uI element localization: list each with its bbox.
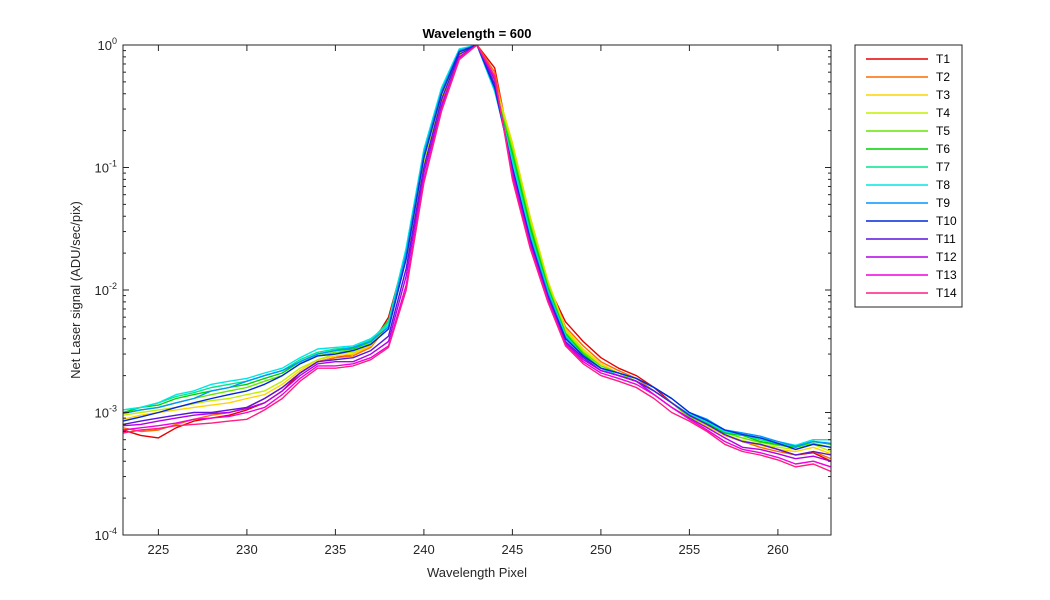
legend-entry-t14: T14 bbox=[866, 286, 957, 300]
series-line-t6 bbox=[123, 45, 831, 448]
legend-label: T14 bbox=[936, 286, 957, 300]
legend-label: T11 bbox=[936, 232, 956, 246]
legend-entry-t4: T4 bbox=[866, 106, 950, 120]
legend: T1 T2 T3 T4 T5 T6 T7 T8 T9 T10 T11 T12 T13 T14 bbox=[854, 44, 963, 308]
y-tick-label: 10-1 bbox=[95, 159, 117, 176]
ticks-layer: 225 230 235 240 245 250 255 260 10-4 10-3 10-2 10-1… bbox=[95, 36, 831, 557]
series-line-t8 bbox=[123, 45, 831, 446]
x-tick-label: 225 bbox=[148, 542, 170, 557]
y-tick-label: 100 bbox=[98, 36, 117, 53]
legend-entry-t2: T2 bbox=[866, 70, 950, 84]
chart-title: Wavelength = 600 bbox=[423, 26, 532, 41]
x-tick-label: 250 bbox=[590, 542, 612, 557]
y-tick-label: 10-3 bbox=[95, 404, 117, 421]
legend-entry-t6: T6 bbox=[866, 142, 950, 156]
legend-box bbox=[854, 44, 963, 308]
legend-entry-t12: T12 bbox=[866, 250, 957, 264]
legend-label: T4 bbox=[936, 106, 950, 120]
legend-label: T3 bbox=[936, 88, 950, 102]
y-axis-label: Net Laser signal (ADU/sec/pix) bbox=[68, 201, 83, 379]
series-line-t9 bbox=[123, 45, 831, 447]
legend-entry-t3: T3 bbox=[866, 88, 950, 102]
legend-entry-t10: T10 bbox=[866, 214, 957, 228]
legend-label: T2 bbox=[936, 70, 950, 84]
x-tick-label: 240 bbox=[413, 542, 435, 557]
legend-label: T8 bbox=[936, 178, 950, 192]
series-line-t10 bbox=[123, 45, 831, 451]
legend-label: T5 bbox=[936, 124, 950, 138]
legend-label: T12 bbox=[936, 250, 957, 264]
series-line-t13 bbox=[123, 45, 831, 468]
series-line-t14 bbox=[123, 45, 831, 473]
legend-label: T13 bbox=[936, 268, 957, 282]
y-tick-label: 10-4 bbox=[95, 526, 117, 543]
legend-label: T10 bbox=[936, 214, 957, 228]
series-line-t7 bbox=[123, 45, 831, 447]
x-tick-label: 260 bbox=[767, 542, 789, 557]
series-layer bbox=[123, 45, 831, 473]
series-line-t4 bbox=[123, 45, 831, 453]
x-axis-label: Wavelength Pixel bbox=[427, 565, 527, 580]
legend-label: T1 bbox=[936, 52, 950, 66]
legend-entry-t13: T13 bbox=[866, 268, 957, 282]
series-line-t11 bbox=[123, 45, 831, 456]
legend-items: T1 T2 T3 T4 T5 T6 T7 T8 T9 T10 T11 T12 T13 T14 bbox=[866, 52, 957, 300]
series-line-t12 bbox=[123, 45, 831, 462]
legend-label: T9 bbox=[936, 196, 950, 210]
legend-entry-t5: T5 bbox=[866, 124, 950, 138]
legend-entry-t9: T9 bbox=[866, 196, 950, 210]
legend-entry-t1: T1 bbox=[866, 52, 950, 66]
y-tick-label: 10-2 bbox=[95, 281, 117, 298]
x-tick-label: 235 bbox=[325, 542, 347, 557]
legend-entry-t7: T7 bbox=[866, 160, 950, 174]
x-tick-label: 230 bbox=[236, 542, 258, 557]
x-tick-label: 245 bbox=[502, 542, 524, 557]
legend-label: T6 bbox=[936, 142, 950, 156]
x-tick-label: 255 bbox=[679, 542, 701, 557]
legend-label: T7 bbox=[936, 160, 950, 174]
legend-entry-t8: T8 bbox=[866, 178, 950, 192]
legend-entry-t11: T11 bbox=[866, 232, 956, 246]
